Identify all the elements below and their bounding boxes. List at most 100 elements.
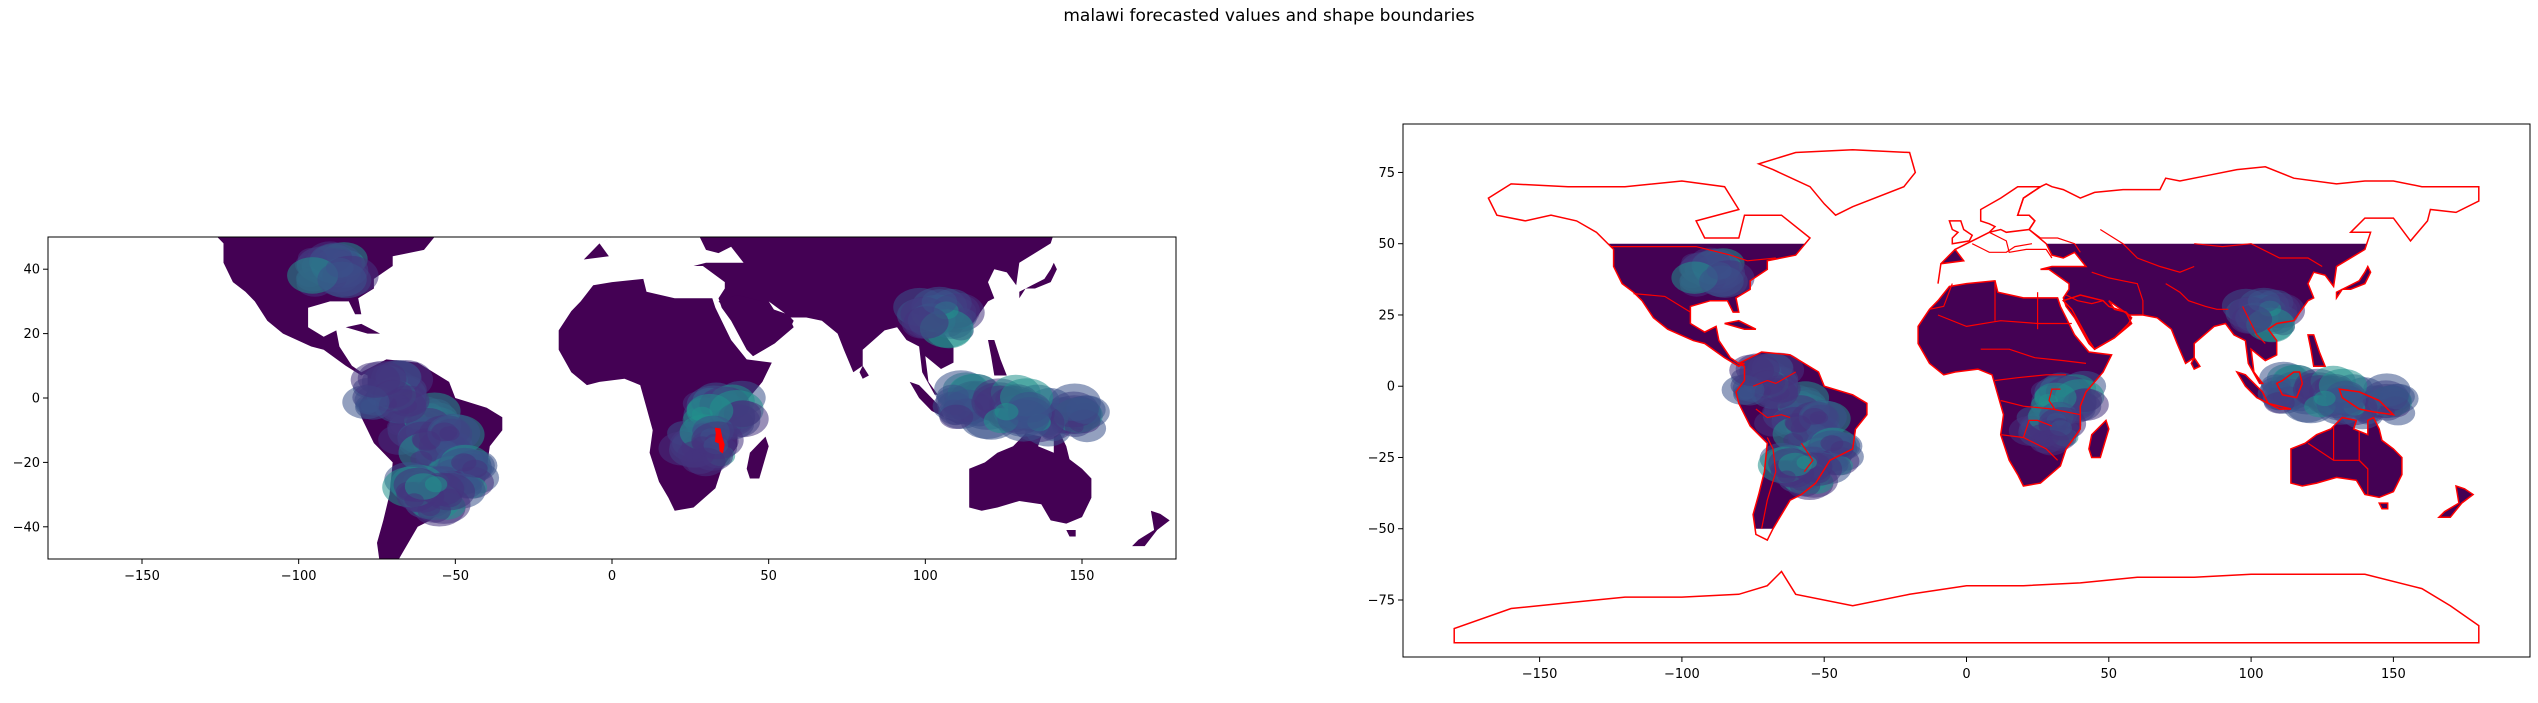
land-greenland [1759,150,1916,216]
y-tick-label: −50 [1368,522,1395,537]
land-asia [693,237,1053,395]
raster-cell [939,404,974,429]
raster-cell [685,447,726,477]
x-tick-label: 50 [760,569,777,584]
land-cuba [345,323,381,334]
boundary-japan [2335,264,2372,301]
raster-cell [723,400,762,428]
boundary-north-america [1487,180,1812,368]
country-border [2048,388,2061,410]
raster-cell [424,476,448,493]
country-border [2242,306,2266,344]
x-tick-label: −50 [1810,667,1837,682]
raster-cell [1729,354,1774,386]
country-border [2000,434,2059,461]
land-arabia-patch [718,295,794,357]
country-border [1755,408,1791,419]
figure-title: malawi forecasted values and shape bound… [1063,6,1475,26]
land-greenland [383,131,555,205]
y-tick-label: −25 [1368,451,1395,466]
boundary-madagascar [2088,419,2110,459]
land-north-america [1607,243,1806,367]
x-tick-label: −50 [442,569,469,584]
x-tick-label: 0 [608,569,616,584]
y-tick-label: 75 [1378,166,1395,181]
land-japan [1019,262,1057,299]
country-border [1994,374,2067,382]
land-uk [593,211,618,237]
boundary-sulawesi-java [2267,402,2292,410]
boundary-arabia-patch [2061,294,2133,351]
country-border [1989,231,2053,259]
raster-cell [410,451,433,467]
raster-cell [350,362,401,398]
raster-cell [317,261,367,297]
x-tick-label: −100 [1664,667,1700,682]
land-europe [1938,243,1967,284]
y-tick-label: 0 [32,392,40,407]
raster-cell [1830,440,1854,457]
boundary-greenland [1756,148,1917,217]
y-tick-label: −40 [13,520,40,535]
y-tick-label: −20 [13,456,40,471]
malawi-region [714,427,725,454]
country-border [1937,314,2072,328]
raster-cell [994,403,1019,421]
country-border [1633,293,1691,313]
country-border [2028,229,2081,253]
raster-cell [2033,430,2070,456]
x-tick-label: −150 [1522,667,1558,682]
boundary-cuba [1724,319,1757,330]
y-tick-label: 50 [1378,237,1395,252]
boundary-antarctica [1453,570,2480,644]
raster-cell [2378,384,2415,410]
country-border [1929,283,1953,310]
raster-cell [2313,390,2336,407]
y-tick-label: 20 [23,327,40,342]
land-australia [969,433,1092,524]
country-border [1610,246,1776,262]
land-europe [580,237,613,283]
country-border [1971,243,2033,253]
raster-cell [386,385,430,417]
plot-area [1453,148,2480,644]
x-tick-label: −100 [281,569,317,584]
country-border [2065,294,2104,305]
y-tick-label: −75 [1368,593,1395,608]
land-madagascar [2088,420,2109,458]
right-map-axes: −150 −100 −50 0 50 100 150 −75 −50 −25 0 25 50 75 [1368,123,2531,682]
country-border [2091,271,2144,315]
raster-cell [1785,415,1811,433]
land-philippines [2308,334,2326,367]
raster-cell [1066,395,1106,424]
country-border [2099,228,2195,273]
country-border [1800,442,1814,473]
x-tick-label: 50 [2101,667,2118,682]
land-philippines [988,340,1007,376]
raster-cell [1699,265,1744,297]
raster-cell [412,430,441,451]
country-border [2358,431,2369,495]
land-north-america [217,237,435,376]
y-tick-label: 40 [23,263,40,278]
raster-cell [921,289,958,315]
boundary-africa [1917,279,2113,487]
x-tick-label: 0 [1962,667,1970,682]
boundary-uk [1948,220,1974,245]
land-asia [2040,243,2367,384]
land-australia [2290,417,2402,498]
boundary-tasmania [2377,502,2389,510]
boundary-europe [1937,185,2043,284]
x-tick-label: 150 [2381,667,2406,682]
boundary-new-guinea [2338,388,2396,416]
y-tick-label: 0 [1387,380,1395,395]
x-tick-label: −150 [124,569,160,584]
land-madagascar [746,436,769,479]
boundary-layer [1453,148,2480,644]
land-tasmania [1066,530,1076,537]
land-sri-lanka [859,365,869,379]
y-tick-label: 25 [1378,308,1395,323]
boundary-sri-lanka [2190,356,2201,371]
land-new-zealand [2438,486,2474,518]
country-border [2000,399,2081,416]
